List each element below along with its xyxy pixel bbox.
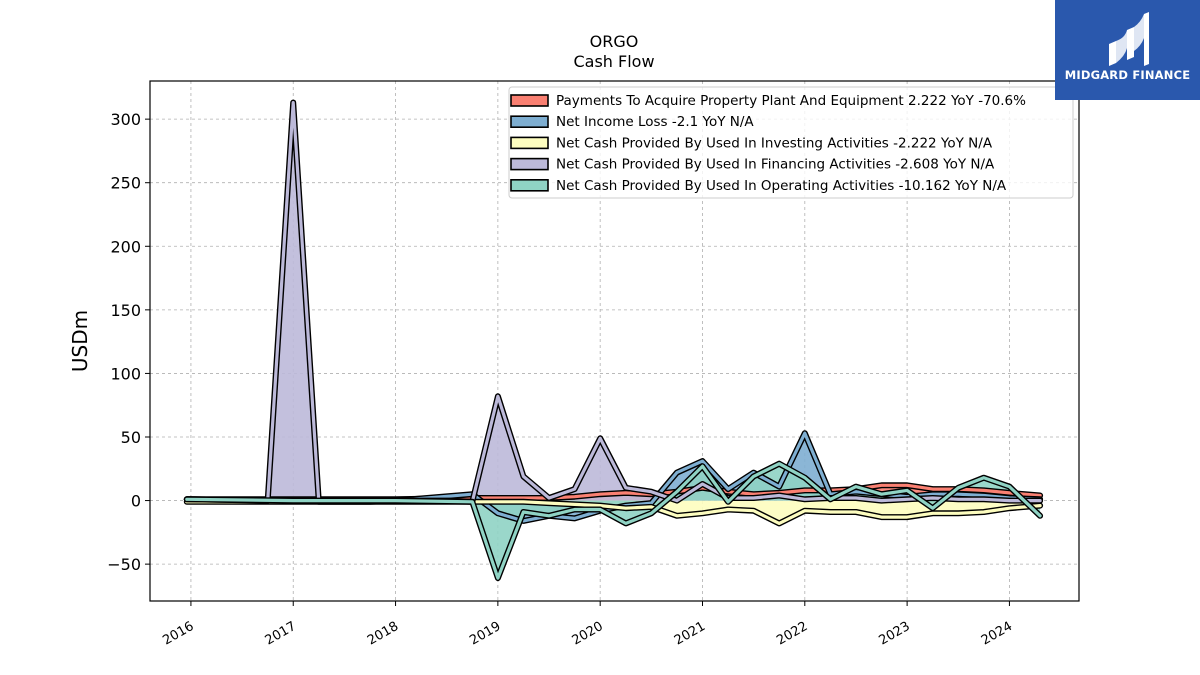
legend-swatch <box>510 115 549 128</box>
legend-label: Net Cash Provided By Used In Investing A… <box>556 135 993 151</box>
legend-label: Net Cash Provided By Used In Operating A… <box>556 178 1007 194</box>
plot-frame <box>149 80 1080 602</box>
series-area-3 <box>186 500 1041 524</box>
x-tick-label: 2022 <box>774 619 810 649</box>
x-tick-label: 2018 <box>365 619 401 649</box>
legend-label: Net Cash Provided By Used In Financing A… <box>556 157 995 173</box>
series-line-5 <box>185 462 1042 580</box>
legend-swatch <box>510 157 549 171</box>
chart-subtitle: Cash Flow <box>573 52 654 71</box>
logo-mark-icon <box>1109 12 1149 66</box>
brand-logo: MIDGARD FINANCE <box>1055 0 1200 100</box>
x-tick-label: 2016 <box>160 619 196 649</box>
y-axis-label: USDm <box>68 310 92 372</box>
legend-swatch <box>510 136 549 150</box>
x-tick-label: 2017 <box>263 619 299 649</box>
legend: Payments To Acquire Property Plant And E… <box>508 86 1074 199</box>
x-tick-label: 2021 <box>672 619 708 649</box>
x-tick-label: 2024 <box>979 619 1015 649</box>
logo-text: MIDGARD FINANCE <box>1064 68 1191 82</box>
series-lines <box>183 99 1044 582</box>
y-tick-label: 150 <box>110 301 141 320</box>
legend-label: Net Income Loss -2.1 YoY N/A <box>556 114 754 130</box>
y-tick-label: 100 <box>110 364 141 383</box>
y-tick-label: 50 <box>121 428 141 447</box>
legend-swatch <box>510 94 549 107</box>
x-axis-ticks: 2016 2017 2018 2019 2020 2021 2022 2023 2024 <box>160 601 1015 648</box>
legend-label: Payments To Acquire Property Plant And E… <box>556 93 1026 109</box>
series-line-2 <box>185 431 1042 523</box>
legend-swatch <box>510 179 549 192</box>
x-tick-label: 2020 <box>570 619 606 649</box>
y-tick-label: 300 <box>110 110 141 129</box>
x-tick-label: 2023 <box>877 619 913 649</box>
legend-frame <box>508 86 1074 199</box>
y-tick-label: −50 <box>107 555 141 574</box>
x-tick-label: 2019 <box>467 619 503 649</box>
y-tick-label: 0 <box>131 492 141 511</box>
y-axis-ticks: −50 0 50 100 150 200 250 300 <box>107 110 150 574</box>
y-tick-label: 200 <box>110 237 141 256</box>
y-tick-label: 250 <box>110 174 141 193</box>
series-line-3 <box>185 500 1042 526</box>
chart-title: ORGO <box>590 32 639 51</box>
